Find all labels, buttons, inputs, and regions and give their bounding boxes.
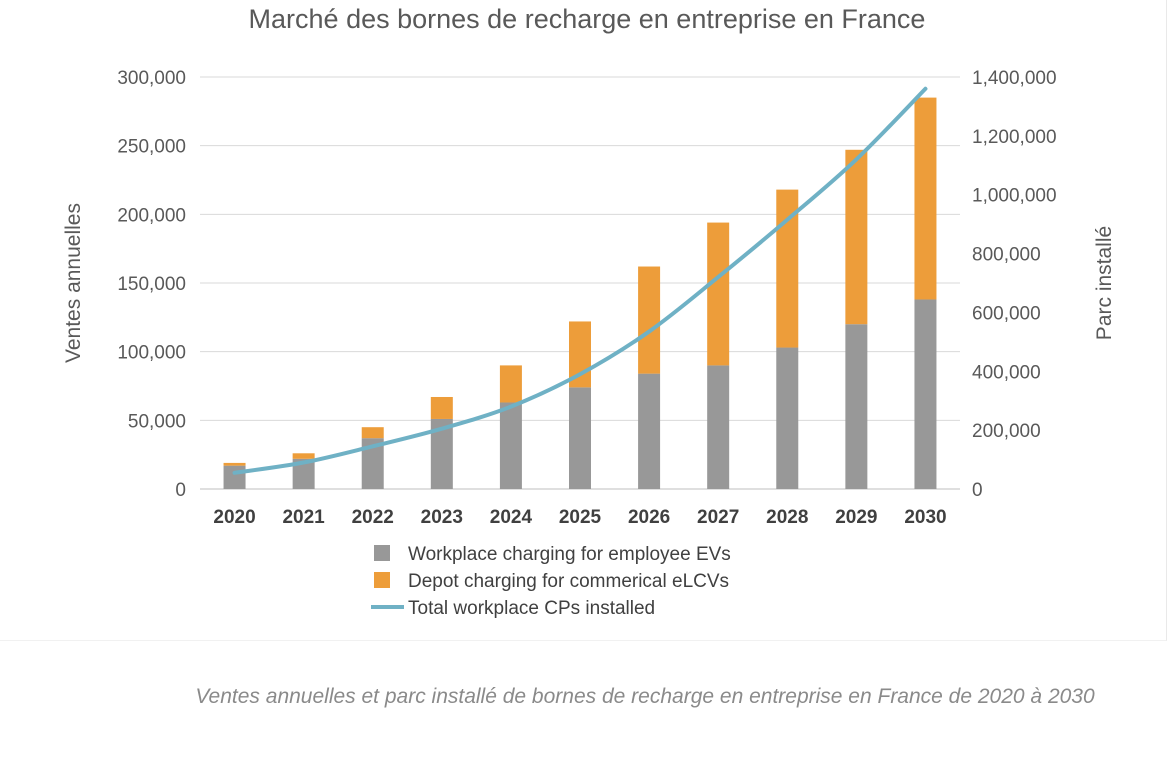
x-tick-label: 2024 bbox=[490, 507, 533, 528]
x-axis: 2020 2021 2022 2023 2024 2025 2026 2027 2028 2029… bbox=[213, 507, 946, 528]
legend: Workplace charging for employee EVs Depot… bbox=[371, 544, 731, 619]
bar-depot-2022 bbox=[361, 427, 384, 439]
bar-employee-2023 bbox=[430, 418, 453, 489]
x-tick-label: 2025 bbox=[559, 507, 602, 528]
y-tick-label: 50,000 bbox=[128, 411, 186, 432]
bar-depot-2021 bbox=[292, 453, 315, 459]
legend-label-employee: Workplace charging for employee EVs bbox=[408, 544, 731, 565]
bar-employee-2030 bbox=[914, 299, 937, 489]
x-tick-label: 2021 bbox=[282, 507, 325, 528]
chart: Marché des bornes de recharge en entrepr… bbox=[62, 4, 1116, 619]
bar-employee-2024 bbox=[499, 402, 522, 489]
legend-label-depot: Depot charging for commerical eLCVs bbox=[408, 571, 729, 592]
line-series bbox=[232, 86, 928, 475]
y-tick-label: 300,000 bbox=[117, 68, 186, 89]
y2-tick-label: 600,000 bbox=[972, 303, 1041, 324]
x-tick-label: 2028 bbox=[766, 507, 808, 528]
bar-depot-2030 bbox=[914, 97, 937, 300]
y-tick-label: 0 bbox=[175, 480, 186, 501]
y2-tick-label: 800,000 bbox=[972, 245, 1041, 266]
bar-employee-2021 bbox=[292, 458, 315, 489]
y-tick-label: 200,000 bbox=[117, 205, 186, 226]
y-axis-left: 0 50,000 100,000 150,000 200,000 250,000 300,0… bbox=[117, 68, 186, 501]
bars bbox=[223, 97, 937, 489]
y-tick-label: 250,000 bbox=[117, 137, 186, 158]
y2-tick-label: 1,200,000 bbox=[972, 127, 1057, 148]
x-tick-label: 2023 bbox=[421, 507, 463, 528]
legend-swatch-depot bbox=[374, 572, 390, 588]
figure-caption: Ventes annuelles et parc installé de bor… bbox=[195, 685, 1095, 708]
y2-tick-label: 200,000 bbox=[972, 421, 1041, 442]
y2-tick-label: 1,400,000 bbox=[972, 68, 1057, 89]
y-axis-label: Ventes annuelles bbox=[62, 203, 85, 363]
bar-depot-2020 bbox=[223, 462, 246, 466]
bar-employee-2022 bbox=[361, 438, 384, 489]
bar-employee-2025 bbox=[569, 387, 591, 489]
y-axis-right: 0 200,000 400,000 600,000 800,000 1,000,000 1,… bbox=[972, 68, 1057, 501]
y2-axis-label: Parc installé bbox=[1093, 226, 1116, 340]
legend-swatch-employee bbox=[374, 545, 390, 561]
chart-panel: Marché des bornes de recharge en entrepr… bbox=[0, 0, 1167, 641]
bar-depot-2023 bbox=[430, 396, 453, 419]
bar-employee-2020 bbox=[223, 465, 246, 489]
y-tick-label: 150,000 bbox=[117, 274, 186, 295]
y2-tick-label: 1,000,000 bbox=[972, 186, 1057, 207]
bar-employee-2026 bbox=[638, 373, 661, 489]
bar-depot-2028 bbox=[776, 189, 799, 348]
legend-label-line: Total workplace CPs installed bbox=[408, 598, 655, 619]
bar-depot-2027 bbox=[707, 222, 730, 366]
x-tick-label: 2020 bbox=[213, 507, 255, 528]
bar-depot-2024 bbox=[499, 365, 522, 403]
bar-employee-2028 bbox=[776, 347, 799, 489]
y2-tick-label: 400,000 bbox=[972, 362, 1041, 383]
y-tick-label: 100,000 bbox=[117, 343, 186, 364]
x-tick-label: 2022 bbox=[352, 507, 394, 528]
x-tick-label: 2030 bbox=[904, 507, 946, 528]
bar-depot-2029 bbox=[845, 149, 868, 325]
bar-depot-2026 bbox=[638, 266, 661, 374]
x-tick-label: 2029 bbox=[835, 507, 877, 528]
chart-title: Marché des bornes de recharge en entrepr… bbox=[249, 4, 926, 34]
y2-tick-label: 0 bbox=[972, 480, 983, 501]
x-tick-label: 2027 bbox=[697, 507, 739, 528]
x-tick-label: 2026 bbox=[628, 507, 670, 528]
bar-employee-2029 bbox=[845, 324, 868, 489]
line-total-cps-installed bbox=[232, 86, 928, 475]
bar-employee-2027 bbox=[707, 365, 730, 489]
